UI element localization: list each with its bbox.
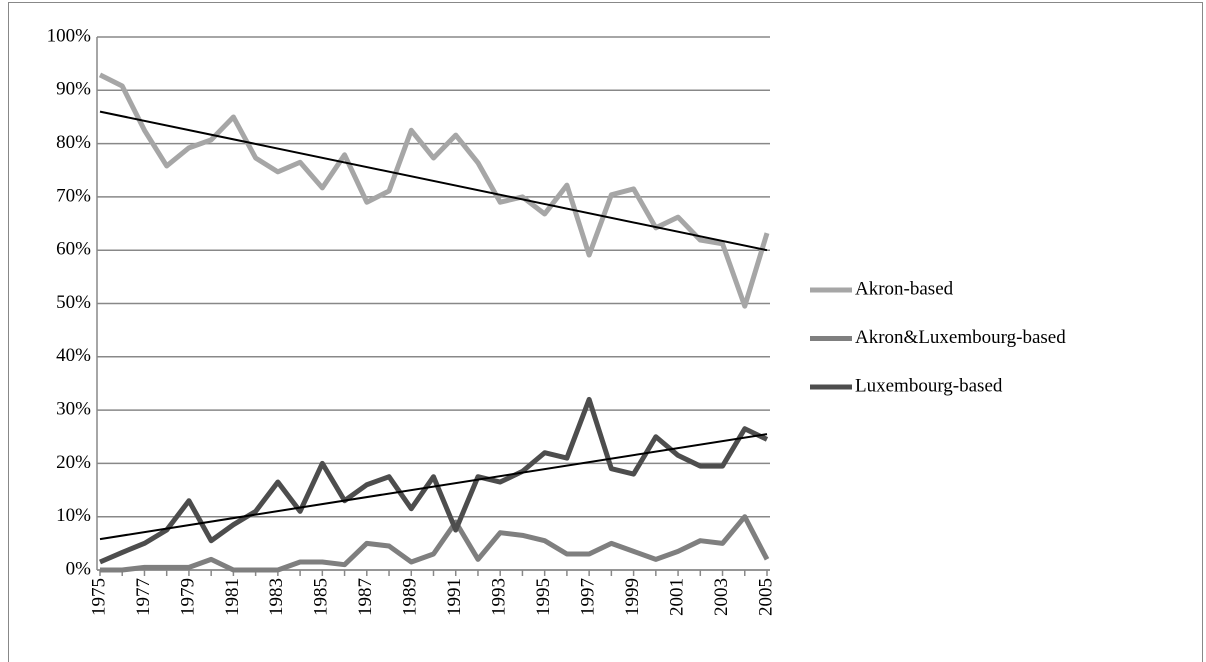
y-tick-label: 0% — [66, 558, 92, 579]
x-tick-label: 1981 — [222, 578, 243, 616]
y-tick-label: 50% — [56, 292, 91, 313]
y-tick-label: 70% — [56, 185, 91, 206]
y-tick-label: 20% — [56, 452, 91, 473]
x-tick-label: 1997 — [577, 578, 598, 616]
x-tick-label: 1991 — [444, 578, 465, 616]
chart-frame — [8, 2, 1203, 662]
legend-label: Akron-based — [855, 278, 954, 299]
x-tick-label: 1983 — [266, 578, 287, 616]
trendline — [99, 110, 768, 252]
x-tick-label: 1987 — [355, 578, 376, 616]
x-tick-label: 1979 — [177, 578, 198, 616]
x-tick-label: 1999 — [622, 578, 643, 616]
x-tick-label: 1985 — [311, 578, 332, 616]
y-tick-label: 80% — [56, 132, 91, 153]
x-tick-label: 1993 — [489, 578, 510, 616]
legend-label: Luxembourg-based — [855, 375, 1003, 396]
y-tick-label: 40% — [56, 345, 91, 366]
x-tick-label: 1977 — [133, 578, 154, 616]
x-tick-label: 2005 — [755, 578, 776, 616]
x-tick-label: 2001 — [666, 578, 687, 616]
y-tick-label: 10% — [56, 505, 91, 526]
series-line — [100, 514, 770, 573]
y-tick-label: 60% — [56, 239, 91, 260]
x-tick-label: 2003 — [711, 578, 732, 616]
y-tick-label: 30% — [56, 398, 91, 419]
x-tick-label: 1989 — [400, 578, 421, 616]
y-tick-label: 100% — [47, 25, 92, 46]
legend-label: Akron&Luxembourg-based — [855, 327, 1066, 348]
x-tick-label: 1975 — [88, 578, 109, 616]
y-tick-label: 90% — [56, 79, 91, 100]
trendline — [99, 433, 768, 541]
series-line — [99, 396, 769, 565]
x-tick-label: 1995 — [533, 578, 554, 616]
